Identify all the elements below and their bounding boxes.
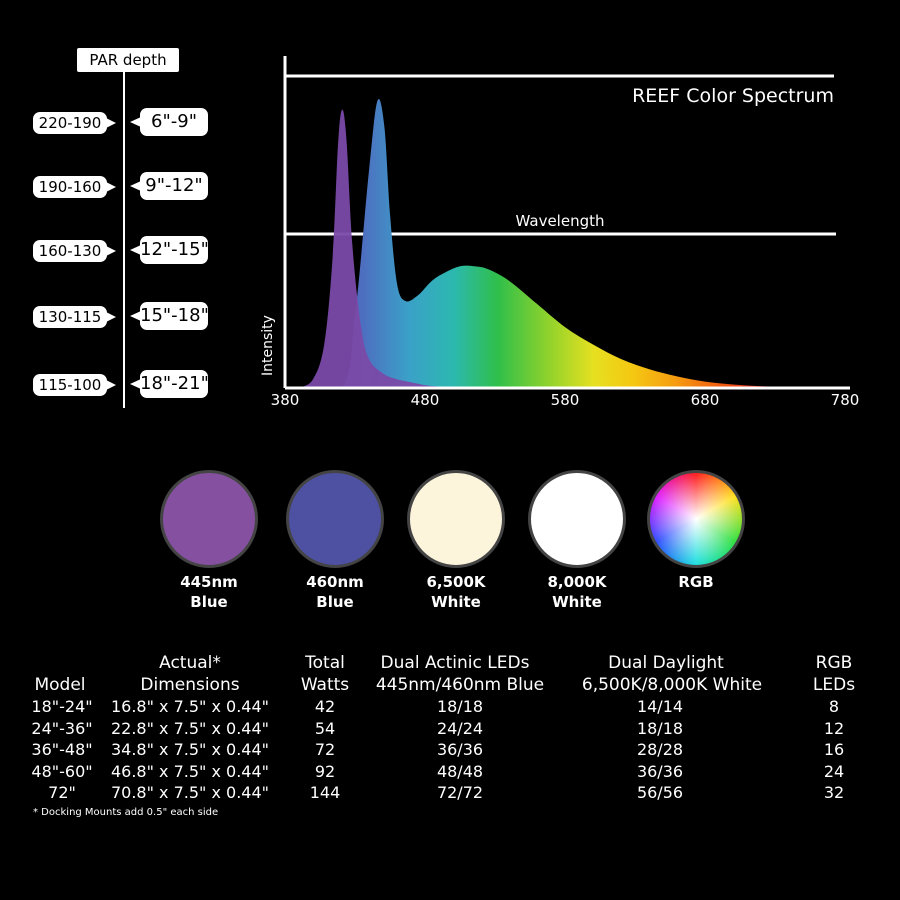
spectrum-series-0 — [299, 109, 453, 388]
header-watts: Watts — [300, 675, 350, 695]
depth-value-label: 6"-9" — [130, 108, 208, 136]
cell-daylight: 28/28 — [636, 740, 684, 759]
header-rgb: LEDs — [812, 675, 856, 695]
cell-dims: 34.8" x 7.5" x 0.44" — [110, 740, 270, 759]
depth-value-label: 12"-15" — [130, 236, 209, 264]
header-actinic: 445nm/460nm Blue — [375, 675, 545, 695]
cell-model: 48"-60" — [31, 761, 93, 781]
cell-watts: 92 — [314, 761, 336, 781]
depth-value-label: 18"-21" — [130, 370, 209, 398]
cell-watts: 144 — [309, 783, 341, 802]
chart-title: REEF Color Spectrum — [632, 85, 834, 107]
cell-daylight: 14/14 — [636, 697, 684, 716]
led-color-swatch — [160, 470, 258, 568]
x-tick-label: 380 — [271, 391, 300, 409]
depth-value-label: 15"-18" — [130, 302, 209, 330]
par-depth-header: PAR depth — [77, 48, 179, 72]
led-label-line1: 8,000K — [547, 573, 607, 591]
led-label: 8,000K White — [517, 572, 637, 612]
led-label-line1: RGB — [678, 573, 714, 591]
x-tick-label: 480 — [411, 391, 440, 409]
header-dims: Dimensions — [140, 675, 240, 695]
cell-model: 36"-48" — [31, 740, 93, 759]
header-daylight: 6,500K/8,000K White — [581, 675, 763, 695]
cell-rgb: 12 — [823, 718, 845, 738]
cell-watts: 72 — [314, 740, 336, 759]
footnote: * Docking Mounts add 0.5" each side — [33, 807, 219, 818]
par-depth-row: 190-160 9"-12" — [0, 172, 220, 202]
cell-model: 72" — [48, 783, 76, 802]
led-label-line2: Blue — [316, 593, 354, 611]
series-layer — [285, 98, 845, 388]
par-value-label: 190-160 — [33, 176, 116, 198]
led-label-line1: 445nm — [180, 573, 238, 591]
par-depth-row: 160-130 12"-15" — [0, 236, 220, 266]
led-color-swatch — [407, 470, 505, 568]
par-value-label: 115-100 — [33, 374, 116, 396]
cell-dims: 46.8" x 7.5" x 0.44" — [110, 761, 270, 781]
cell-watts: 42 — [314, 697, 336, 716]
cell-rgb: 16 — [823, 740, 845, 759]
led-label-line2: Blue — [190, 593, 228, 611]
cell-rgb: 32 — [823, 783, 845, 802]
x-tick-labels: 380 480 580 680 780 — [271, 391, 860, 409]
cell-actinic: 36/36 — [436, 740, 484, 759]
led-color-swatch — [647, 470, 745, 568]
cell-dims: 16.8" x 7.5" x 0.44" — [110, 697, 270, 716]
cell-actinic: 24/24 — [436, 718, 484, 738]
cell-daylight: 18/18 — [636, 718, 684, 738]
led-label-line2: White — [431, 593, 481, 611]
par-value-label: 160-130 — [33, 240, 116, 262]
cell-actinic: 18/18 — [436, 697, 484, 716]
cell-model: 24"-36" — [31, 718, 93, 738]
led-label: RGB — [636, 572, 756, 592]
header-watts-top: Total — [305, 653, 345, 673]
x-axis-label: Wavelength — [516, 212, 605, 230]
spectrum-chart: REEF Color Spectrum Wavelength Intensity… — [260, 56, 860, 409]
depth-value-label: 9"-12" — [130, 172, 208, 200]
cell-daylight: 56/56 — [636, 783, 684, 802]
par-depth-axis-line — [123, 72, 125, 408]
led-label-line1: 460nm — [306, 573, 364, 591]
x-tick-label: 680 — [691, 391, 720, 409]
header-daylight-top: Dual Daylight — [608, 653, 724, 673]
par-value-label: 220-190 — [33, 112, 116, 134]
cell-rgb: 8 — [828, 697, 840, 716]
led-label-line1: 6,500K — [426, 573, 486, 591]
x-tick-label: 580 — [551, 391, 580, 409]
cell-model: 18"-24" — [31, 697, 93, 716]
led-color-swatch — [528, 470, 626, 568]
led-label: 460nm Blue — [275, 572, 395, 612]
header-rgb-top: RGB — [815, 653, 853, 673]
header-model: Model — [34, 675, 86, 695]
par-depth-row: 220-190 6"-9" — [0, 108, 220, 138]
par-value-label: 130-115 — [33, 306, 116, 328]
cell-actinic: 72/72 — [436, 783, 484, 802]
cell-dims: 70.8" x 7.5" x 0.44" — [110, 783, 270, 802]
spectrum-series-1 — [285, 98, 845, 388]
cell-daylight: 36/36 — [636, 761, 684, 781]
x-tick-label: 780 — [831, 391, 860, 409]
cell-actinic: 48/48 — [436, 761, 484, 781]
y-axis-label: Intensity — [260, 315, 276, 376]
header-dims-top: Actual* — [159, 653, 221, 673]
cell-rgb: 24 — [823, 761, 845, 781]
cell-watts: 54 — [314, 718, 336, 738]
led-label: 445nm Blue — [149, 572, 269, 612]
par-depth-row: 115-100 18"-21" — [0, 370, 220, 400]
par-depth-row: 130-115 15"-18" — [0, 302, 220, 332]
led-label-line2: White — [552, 593, 602, 611]
header-actinic-top: Dual Actinic LEDs — [380, 653, 530, 673]
cell-dims: 22.8" x 7.5" x 0.44" — [110, 718, 270, 738]
led-color-swatch — [286, 470, 384, 568]
led-label: 6,500K White — [396, 572, 516, 612]
